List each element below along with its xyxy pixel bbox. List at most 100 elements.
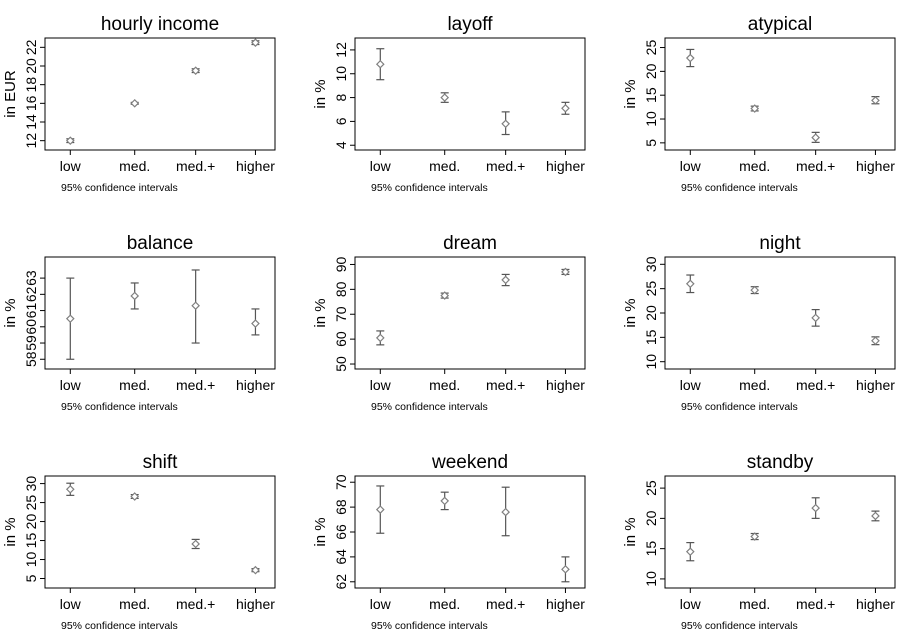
mean-marker: [65, 136, 75, 146]
x-tick-label: med.+: [796, 158, 835, 174]
y-tick-label: 58: [23, 351, 39, 367]
x-tick-label: low: [680, 377, 702, 393]
y-tick-label: 20: [643, 63, 659, 79]
mean-marker: [685, 547, 695, 557]
confidence-note: 95% confidence intervals: [61, 182, 178, 194]
chart-title: weekend: [431, 452, 508, 473]
mean-marker: [561, 564, 570, 574]
chart-title: layoff: [447, 14, 493, 35]
confidence-note: 95% confidence intervals: [681, 401, 798, 413]
y-tick-label: 12: [23, 133, 39, 149]
chart-panel-night: night in % 10 15 20 25 30 low med. med.+ higher 95%…: [622, 233, 896, 413]
y-axis-label: in %: [2, 298, 19, 327]
y-tick-label: 20: [643, 510, 659, 526]
x-tick-label: low: [60, 596, 82, 612]
mean-marker: [871, 336, 880, 346]
x-tick-label: higher: [546, 596, 585, 612]
y-tick-label: 70: [333, 474, 349, 490]
x-tick-label: med.+: [486, 158, 525, 174]
y-tick-label: 68: [333, 499, 349, 515]
mean-marker: [501, 119, 510, 129]
x-tick-label: low: [60, 158, 82, 174]
y-tick-label: 30: [643, 256, 659, 272]
x-tick-label: higher: [856, 596, 895, 612]
chart-panel-atypical: atypical in % 5 10 15 20 25 low med. med.+ higher 9…: [622, 14, 896, 194]
y-tick-label: 5: [643, 139, 659, 147]
mean-marker: [251, 565, 260, 575]
plot-frame: [44, 256, 276, 370]
mean-marker: [871, 511, 880, 521]
x-tick-label: low: [60, 377, 82, 393]
y-axis-label: in %: [622, 79, 639, 108]
chart-title: shift: [143, 452, 179, 473]
mean-marker: [440, 496, 450, 506]
mean-marker: [130, 492, 140, 501]
mean-marker: [811, 133, 820, 142]
mean-marker: [65, 314, 75, 324]
y-axis-label: in %: [312, 298, 329, 327]
y-tick-label: 70: [333, 306, 349, 322]
mean-marker: [440, 291, 450, 300]
mean-marker: [375, 333, 385, 343]
mean-marker: [375, 59, 385, 69]
x-tick-label: med.: [739, 377, 770, 393]
x-tick-label: med.: [739, 596, 770, 612]
chart-panel-shift: shift in % 5 10 15 20 25 30 low med. med.+ higher 95…: [2, 452, 276, 632]
confidence-note: 95% confidence intervals: [681, 620, 798, 632]
mean-marker: [251, 38, 260, 48]
y-tick-label: 90: [333, 256, 349, 272]
x-tick-label: med.: [119, 596, 150, 612]
y-tick-label: 63: [23, 270, 39, 286]
x-tick-label: higher: [236, 377, 275, 393]
mean-marker: [440, 93, 450, 102]
y-tick-label: 50: [333, 356, 349, 372]
x-tick-label: low: [680, 596, 702, 612]
chart-panel-dream: dream in % 50 60 70 80 90 low med. med.+ higher 95%…: [312, 233, 586, 413]
x-tick-label: low: [370, 596, 392, 612]
y-axis-label: in EUR: [2, 70, 19, 118]
y-axis-label: in %: [622, 517, 639, 546]
x-tick-label: med.+: [176, 377, 215, 393]
x-tick-label: higher: [546, 158, 585, 174]
y-tick-label: 62: [23, 286, 39, 302]
y-tick-label: 6: [333, 117, 349, 125]
mean-marker: [811, 313, 820, 323]
y-tick-label: 30: [23, 476, 39, 492]
chart-title: atypical: [748, 14, 812, 35]
mean-marker: [65, 484, 75, 494]
plot-frame: [664, 256, 896, 370]
mean-marker: [750, 104, 760, 113]
plot-frame: [44, 37, 276, 151]
plot-frame: [354, 256, 586, 370]
confidence-note: 95% confidence intervals: [371, 620, 488, 632]
y-tick-label: 59: [23, 335, 39, 351]
x-tick-label: higher: [546, 377, 585, 393]
y-tick-label: 5: [23, 574, 39, 582]
mean-marker: [685, 279, 695, 289]
x-tick-label: higher: [236, 596, 275, 612]
x-tick-label: low: [680, 158, 702, 174]
y-tick-label: 20: [23, 58, 39, 74]
x-tick-label: higher: [856, 158, 895, 174]
y-tick-label: 15: [643, 329, 659, 345]
y-tick-label: 20: [23, 514, 39, 530]
y-tick-label: 80: [333, 281, 349, 297]
x-tick-label: med.+: [176, 596, 215, 612]
mean-marker: [191, 66, 200, 76]
y-axis-label: in %: [312, 517, 329, 546]
y-axis-label: in %: [2, 517, 19, 546]
mean-marker: [251, 319, 260, 328]
confidence-note: 95% confidence intervals: [681, 182, 798, 194]
confidence-note: 95% confidence intervals: [61, 401, 178, 413]
y-axis-label: in %: [312, 79, 329, 108]
x-tick-label: med.+: [796, 377, 835, 393]
plot-frame: [44, 475, 276, 589]
y-tick-label: 15: [643, 87, 659, 103]
plot-frame: [664, 475, 896, 589]
chart-panel-weekend: weekend in % 62 64 66 68 70 low med. med.+ higher 9…: [312, 452, 586, 632]
x-tick-label: higher: [236, 158, 275, 174]
y-tick-label: 14: [23, 114, 39, 130]
